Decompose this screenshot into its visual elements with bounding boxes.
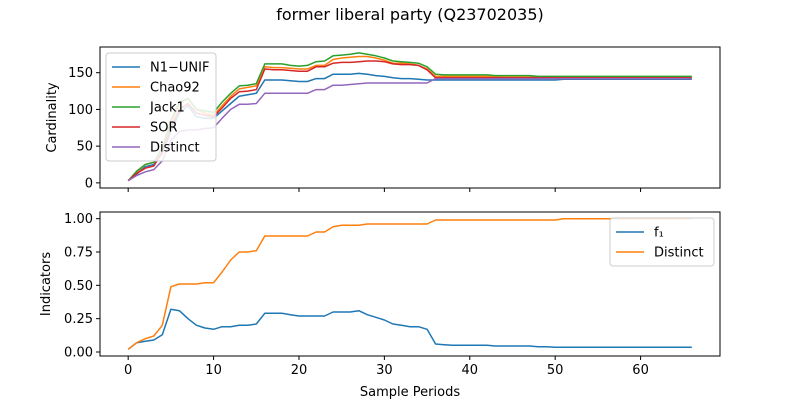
xtick-label: 10 — [205, 363, 222, 378]
legend-label-0: N1−UNIF — [150, 61, 209, 76]
ytick-label: 1.00 — [64, 212, 93, 227]
series-line-1 — [127, 217, 692, 350]
series-line-2 — [127, 52, 692, 182]
series-line-3 — [127, 60, 692, 182]
legend-label-2: Jack1 — [149, 101, 185, 116]
legend-label-0: f₁ — [654, 226, 664, 241]
legend-label-3: SOR — [150, 121, 178, 136]
legend-label-1: Distinct — [654, 246, 704, 261]
ytick-label: 0.00 — [64, 346, 93, 361]
xtick-label: 20 — [291, 363, 308, 378]
yaxis-label: Cardinality — [45, 82, 60, 153]
axes-frame — [99, 211, 721, 357]
cardinality-panel: 0 50 100 150 Cardinality N1−UNIF Chao92 Jack1 SO… — [45, 46, 721, 192]
ytick-label: 0.25 — [64, 312, 93, 327]
indicators-panel: 0 10 20 30 40 50 60 0.00 0.25 0.50 0.75 1.00 Indicat… — [39, 211, 721, 378]
legend: f₁ Distinct — [609, 217, 715, 267]
xtick-label: 50 — [547, 363, 564, 378]
legend-box — [609, 217, 715, 267]
series-line-4 — [127, 77, 692, 182]
xtick-label: 30 — [376, 363, 393, 378]
legend: N1−UNIF Chao92 Jack1 SOR Distinct — [105, 52, 217, 162]
ytick-label: 50 — [76, 140, 93, 155]
ytick-label: 100 — [68, 103, 93, 118]
xaxis-label: Sample Periods — [360, 385, 460, 400]
yaxis-label: Indicators — [39, 252, 54, 316]
xtick-label: 60 — [632, 363, 649, 378]
legend-label-4: Distinct — [150, 141, 200, 156]
axes-frame — [99, 46, 721, 189]
xtick-label: 40 — [462, 363, 479, 378]
ytick-label: 150 — [68, 66, 93, 81]
ytick-label: 0 — [85, 176, 93, 191]
xtick-label: 0 — [124, 363, 132, 378]
legend-label-1: Chao92 — [150, 81, 200, 96]
ytick-label: 0.75 — [64, 246, 93, 261]
series-line-0 — [127, 308, 692, 350]
ytick-label: 0.50 — [64, 279, 93, 294]
figure-title: former liberal party (Q23702035) — [276, 5, 544, 24]
legend-box — [105, 52, 217, 162]
